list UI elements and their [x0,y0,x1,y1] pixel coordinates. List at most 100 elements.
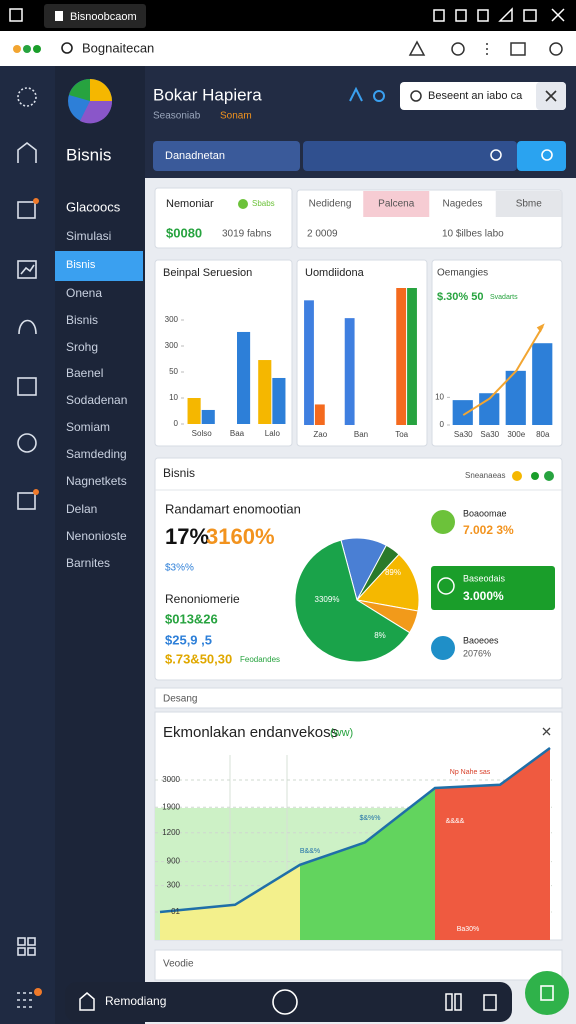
search-icon[interactable] [61,42,73,54]
side-highlight[interactable] [431,566,555,610]
pie-slice [356,553,420,612]
bar [532,343,553,425]
sidebar-item[interactable]: Barnites [66,556,110,570]
chart-title: Uomdiidona [305,267,365,279]
chart-card [154,259,293,447]
fab[interactable] [525,971,569,1015]
search-icon [490,149,502,161]
bar [505,370,526,425]
chart-card [296,259,428,447]
x-tick-label: Toa [395,430,408,439]
side-value: 2076% [463,648,491,658]
bar [314,404,325,425]
chart-annotation: &&&& [446,818,465,825]
nav-icon[interactable] [454,993,462,1011]
tab[interactable]: Nedideng [309,199,352,210]
summary-line: $25,9 ,5 [165,632,212,647]
sidebar-item[interactable]: Simulasi [66,229,111,243]
logo [13,45,21,53]
sidebar-item[interactable]: Srohg [66,340,98,354]
x-tick-label: Zao [313,430,327,439]
sidebar-item[interactable]: Bisnis [66,313,98,327]
logo-pie [80,101,113,124]
lock-icon [55,11,63,21]
y-tick-label: 10 [435,392,444,401]
search-icon [410,90,422,102]
search-input[interactable] [303,141,517,171]
chart-note: (ww) [330,727,353,739]
pie-slice [294,539,411,663]
stat-title: Nemoniar [166,198,214,210]
sidebar-item[interactable]: Nagnetkets [66,474,127,488]
browser-bar [0,31,576,66]
chart-annotation: B&&% [300,848,320,855]
sidebar-item[interactable]: Delan [66,502,97,516]
filter[interactable] [153,141,300,171]
pie-label: 199% [342,526,362,535]
chart-card [431,259,563,447]
chart-title: Oemangies [437,268,488,279]
side-value: 7.002 3% [463,523,514,537]
badge [34,988,42,996]
side-label: Baseodais [463,573,506,583]
nav-label[interactable]: Remodiang [105,994,166,1008]
summary-line: $.73&50,30 [165,651,232,666]
tab-title: Bisnoobcaom [70,11,137,23]
bar [304,300,314,425]
search-box[interactable] [400,82,566,110]
summary-heading: Randamart enomootian [165,501,301,516]
y-tick-label: 900 [167,857,181,866]
sidebar-item[interactable]: Sodadenan [66,393,127,407]
sidebar-item[interactable]: Glacoocs [66,199,121,214]
y-tick-label: 50 [169,367,178,376]
sidebar-item[interactable]: Nenonioste [66,529,127,543]
tab[interactable] [44,4,146,28]
x-tick-label: Lalo [265,429,281,438]
tab[interactable]: Sbme [516,199,543,210]
home-icon[interactable] [79,992,95,1011]
sidebar-item[interactable]: Samdeding [66,447,127,461]
sidebar-title: Bisnis [66,145,111,164]
chart-title: Ekmonlakan endanvekoss [163,724,338,741]
close-icon [545,90,557,102]
logo-pie [90,79,112,101]
header-icon[interactable] [373,90,385,102]
summary-note: Feodandes [240,655,280,664]
bar [258,360,272,424]
stat-badge: Sbabs [252,199,275,208]
footer-card [154,949,563,981]
x-tick-label: Baa [230,429,245,438]
nav-icon[interactable] [483,994,497,1011]
logo [33,45,41,53]
sidebar-item[interactable]: Onena [66,286,102,300]
stat-note: 3019 fabns [222,229,272,240]
chart-annotation: Np Nahe sas [450,769,491,776]
close-icon[interactable] [542,727,551,736]
browser-icons[interactable] [408,40,563,56]
bar [452,400,473,425]
sidebar-active[interactable] [55,251,143,281]
sidebar-item[interactable]: Bisnis [66,259,96,271]
x-tick-label: 300e [507,430,525,439]
side-icon [431,510,455,534]
address-bar[interactable]: Bognaitecan [82,40,154,55]
y-tick-label: 300 [167,881,181,890]
summary-title: Bisnis [163,466,195,480]
bar [407,288,417,425]
sidebar-item[interactable]: Somiam [66,420,110,434]
tab[interactable]: Palcena [378,199,415,210]
search-placeholder: Beseent an iabo ca [428,90,523,102]
pie-label: 3309% [315,595,340,604]
summary-value: 17% [165,524,209,549]
y-tick-label: 3000 [162,775,180,784]
x-tick-label: Ban [354,430,368,439]
nav-icon[interactable] [445,993,453,1011]
tab[interactable]: Nagedes [442,199,482,210]
pie-label: 8% [374,631,386,640]
home-button[interactable] [272,989,298,1015]
sidebar-item[interactable]: Baenel [66,366,103,380]
rail-icons[interactable] [17,87,39,1008]
side-label: Boaoomae [463,508,507,518]
header-icon[interactable] [349,86,363,102]
arrow-head [536,323,545,333]
